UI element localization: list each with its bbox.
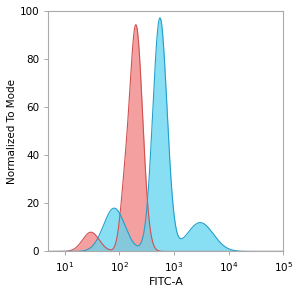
Y-axis label: Normalized To Mode: Normalized To Mode	[7, 79, 17, 184]
X-axis label: FITC-A: FITC-A	[148, 277, 183, 287]
